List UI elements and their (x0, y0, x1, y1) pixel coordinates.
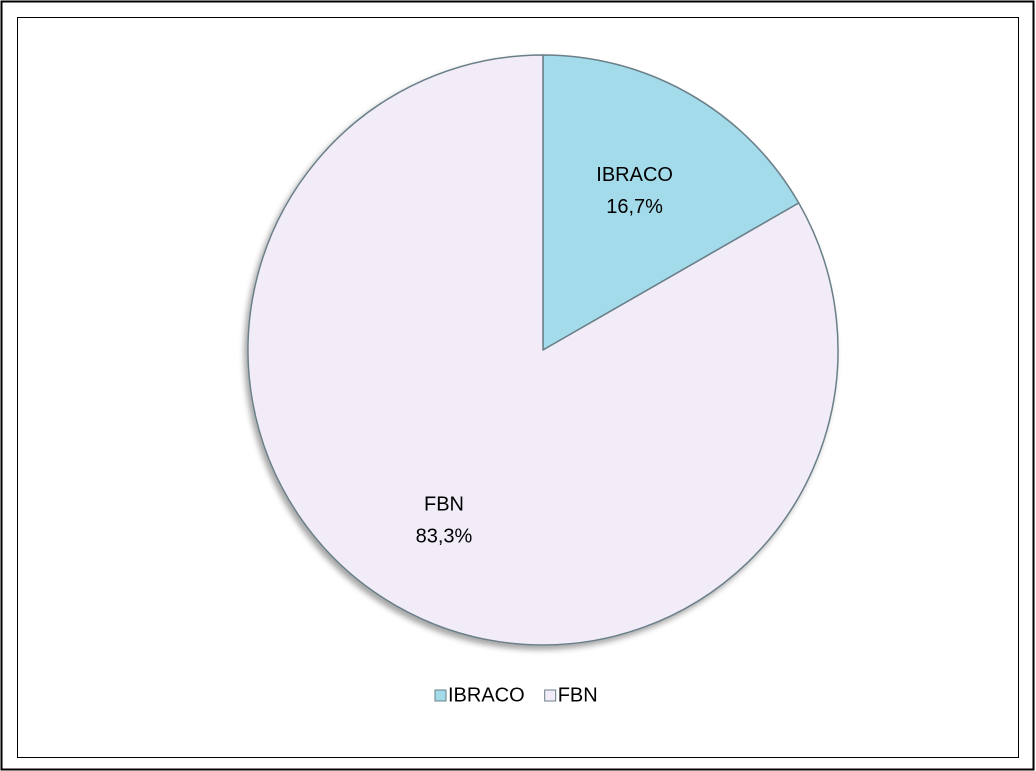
data-label-value: 83,3% (416, 525, 473, 547)
pie-slice (542, 54, 800, 351)
legend-label: FBN (558, 684, 598, 706)
legend-swatch (434, 689, 447, 702)
data-label-value: 16,7% (606, 196, 663, 218)
pie-slice (247, 54, 839, 646)
data-label-category: FBN (424, 493, 464, 515)
data-label-category: IBRACO (596, 164, 673, 186)
legend-label: IBRACO (448, 684, 525, 706)
legend-swatch (544, 689, 557, 702)
pie (247, 54, 839, 646)
